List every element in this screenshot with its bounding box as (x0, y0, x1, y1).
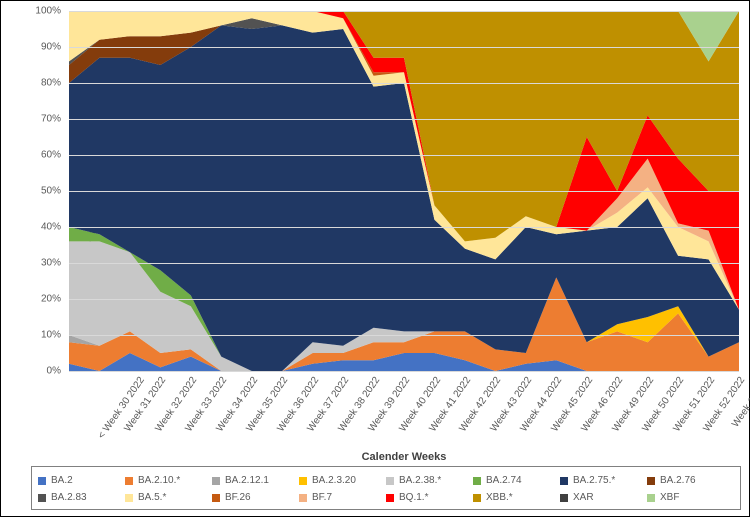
legend-swatch (299, 494, 307, 502)
gridline (69, 335, 739, 336)
legend-swatch (212, 477, 220, 485)
legend-item: BA.5.* (125, 489, 212, 506)
y-tick: 90% (41, 42, 61, 53)
legend-swatch (473, 477, 481, 485)
legend-item: BA.2.76 (647, 472, 734, 489)
legend-item: BF.26 (212, 489, 299, 506)
legend-item: BF.7 (299, 489, 386, 506)
gridline (69, 299, 739, 300)
y-tick: 20% (41, 294, 61, 305)
y-tick: 40% (41, 222, 61, 233)
legend-label: BQ.1.* (399, 492, 428, 503)
legend-swatch (560, 494, 568, 502)
legend-item: XAR (560, 489, 647, 506)
legend-swatch (212, 494, 220, 502)
plot-area (69, 11, 739, 371)
gridline (69, 191, 739, 192)
legend-item: BA.2.3.20 (299, 472, 386, 489)
legend-label: XAR (573, 492, 594, 503)
legend-swatch (125, 477, 133, 485)
y-axis: Percentage of detected Variants 0%10%20%… (1, 11, 69, 371)
legend-label: BA.2.3.20 (312, 475, 356, 486)
legend-swatch (473, 494, 481, 502)
legend-swatch (386, 494, 394, 502)
legend-label: BA.2.10.* (138, 475, 180, 486)
legend-label: BA.2.76 (660, 475, 696, 486)
y-tick: 10% (41, 330, 61, 341)
legend-label: BF.26 (225, 492, 251, 503)
legend-swatch (560, 477, 568, 485)
legend-item: BQ.1.* (386, 489, 473, 506)
gridline (69, 155, 739, 156)
legend-label: BF.7 (312, 492, 332, 503)
legend-label: XBF (660, 492, 679, 503)
gridline (69, 83, 739, 84)
legend-label: BA.2.83 (51, 492, 87, 503)
y-tick: 30% (41, 258, 61, 269)
y-tick: 50% (41, 186, 61, 197)
legend-item: XBB.* (473, 489, 560, 506)
gridline (69, 263, 739, 264)
y-tick: 0% (47, 366, 61, 377)
gridline (69, 47, 739, 48)
legend-label: BA.2.38.* (399, 475, 441, 486)
y-tick: 100% (35, 6, 61, 17)
y-tick: 80% (41, 78, 61, 89)
legend-label: BA.2.12.1 (225, 475, 269, 486)
legend-swatch (38, 494, 46, 502)
legend: BA.2 BA.2.10.* BA.2.12.1 BA.2.3.20 BA.2.38.*… (31, 466, 741, 510)
legend-swatch (38, 477, 46, 485)
legend-label: BA.2.74 (486, 475, 522, 486)
legend-item: BA.2.12.1 (212, 472, 299, 489)
legend-item: BA.2.75.* (560, 472, 647, 489)
legend-label: BA.5.* (138, 492, 166, 503)
y-tick: 60% (41, 150, 61, 161)
chart-frame: Percentage of detected Variants 0%10%20%… (0, 0, 750, 517)
legend-item: BA.2.10.* (125, 472, 212, 489)
x-axis-label: Calender Weeks (362, 451, 447, 463)
legend-item: BA.2.83 (38, 489, 125, 506)
gridline (69, 11, 739, 12)
legend-swatch (125, 494, 133, 502)
gridline (69, 119, 739, 120)
x-axis: Calender Weeks < Week 30 2022Week 31 202… (69, 371, 739, 461)
legend-swatch (386, 477, 394, 485)
legend-label: BA.2.75.* (573, 475, 615, 486)
legend-item: XBF (647, 489, 734, 506)
legend-item: BA.2.38.* (386, 472, 473, 489)
legend-label: BA.2 (51, 475, 73, 486)
legend-swatch (647, 477, 655, 485)
legend-item: BA.2.74 (473, 472, 560, 489)
legend-swatch (647, 494, 655, 502)
legend-label: XBB.* (486, 492, 513, 503)
legend-swatch (299, 477, 307, 485)
gridline (69, 227, 739, 228)
legend-item: BA.2 (38, 472, 125, 489)
y-tick: 70% (41, 114, 61, 125)
